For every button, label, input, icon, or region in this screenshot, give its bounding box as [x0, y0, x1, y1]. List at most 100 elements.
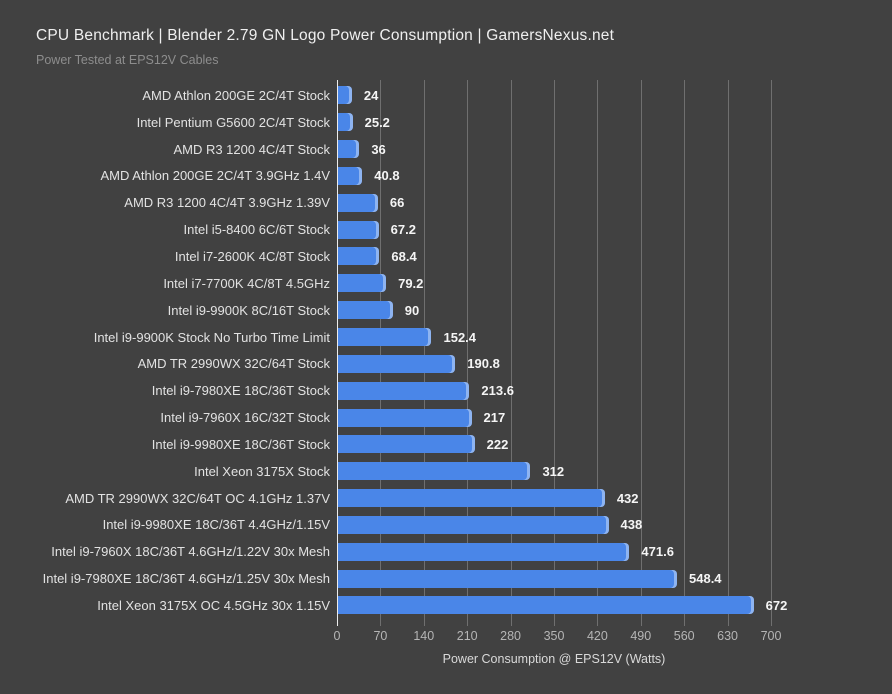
- x-axis-tick: [337, 619, 338, 626]
- bar-row: Intel Xeon 3175X OC 4.5GHz 30x 1.15V 672: [0, 592, 892, 619]
- value-label: 40.8: [374, 168, 400, 184]
- bar-row: Intel i9-7980XE 18C/36T 4.6GHz/1.25V 30x…: [0, 565, 892, 592]
- chart-subtitle: Power Tested at EPS12V Cables: [36, 53, 219, 67]
- x-axis-tick-label: 560: [673, 629, 695, 643]
- category-label: AMD TR 2990WX 32C/64T OC 4.1GHz 1.37V: [65, 490, 330, 506]
- bar: [337, 328, 432, 347]
- gridline: [597, 80, 599, 619]
- category-label: Intel i9-7960X 18C/36T 4.6GHz/1.22V 30x …: [51, 544, 330, 560]
- value-label: 217: [483, 410, 506, 426]
- plot-area: 0 70 140 210 280 350 420 490 560 630 700: [334, 80, 781, 643]
- value-label: 548.4: [689, 571, 722, 587]
- value-label: 152.4: [443, 329, 477, 345]
- x-axis-tick: [727, 619, 729, 626]
- bar-row: Intel i7-7700K 4C/8T 4.5GHz 79.2: [0, 270, 892, 297]
- category-label: AMD R3 1200 4C/4T 3.9GHz 1.39V: [124, 195, 330, 211]
- category-label: Intel i7-2600K 4C/8T Stock: [174, 248, 330, 264]
- bar: [337, 220, 379, 239]
- x-axis-tick: [771, 619, 772, 626]
- x-axis-tick: [380, 619, 382, 626]
- bar-row: AMD TR 2990WX 32C/64T OC 4.1GHz 1.37V 432: [0, 485, 892, 512]
- gridline: [467, 80, 469, 619]
- value-label: 438: [620, 517, 643, 533]
- bar-row: Intel i9-7960X 16C/32T Stock 217: [0, 404, 892, 431]
- value-label: 90: [404, 302, 420, 318]
- chart-title: CPU Benchmark | Blender 2.79 GN Logo Pow…: [36, 27, 615, 44]
- bar-row: Intel i5-8400 6C/6T Stock 67.2: [0, 216, 892, 243]
- bar: [337, 542, 630, 561]
- gridline: [380, 80, 382, 619]
- category-label: Intel i9-9980XE 18C/36T 4.4GHz/1.15V: [102, 517, 330, 533]
- value-label: 24: [363, 87, 379, 103]
- category-label: AMD R3 1200 4C/4T Stock: [173, 141, 330, 157]
- bar: [337, 381, 470, 400]
- x-axis-tick-label: 280: [500, 629, 522, 643]
- bar: [337, 596, 754, 615]
- category-label: AMD TR 2990WX 32C/64T Stock: [137, 356, 330, 372]
- bar-row: Intel i9-9980XE 18C/36T 4.4GHz/1.15V 438: [0, 512, 892, 539]
- bar: [337, 408, 472, 427]
- x-axis-tick-label: 700: [760, 629, 782, 643]
- bar-row: Intel i9-7960X 18C/36T 4.6GHz/1.22V 30x …: [0, 538, 892, 565]
- gridline: [727, 80, 729, 619]
- bar: [337, 247, 380, 266]
- category-label: Intel i7-7700K 4C/8T 4.5GHz: [163, 275, 330, 291]
- value-label: 68.4: [391, 248, 417, 264]
- bar: [337, 515, 609, 534]
- category-label: Intel i9-7960X 16C/32T Stock: [160, 410, 330, 426]
- value-label: 79.2: [398, 275, 424, 291]
- category-label: Intel i9-7980XE 18C/36T 4.6GHz/1.25V 30x…: [42, 571, 330, 587]
- category-label: Intel i5-8400 6C/6T Stock: [183, 222, 330, 238]
- x-axis-tick-label: 420: [586, 629, 608, 643]
- x-axis-tick: [510, 619, 512, 626]
- value-label: 36: [371, 141, 386, 157]
- bar: [337, 86, 352, 105]
- x-axis-tick: [684, 619, 686, 626]
- bar-rows: AMD Athlon 200GE 2C/4T Stock 24 Intel Pent…: [0, 82, 892, 619]
- bar: [337, 435, 475, 454]
- value-label: 213.6: [481, 383, 514, 399]
- bar: [337, 193, 378, 212]
- bar-row: AMD R3 1200 4C/4T Stock 36: [0, 136, 892, 163]
- x-axis-label: Power Consumption @ EPS12V (Watts): [442, 652, 666, 666]
- gridline: [771, 80, 772, 619]
- x-axis-tick: [554, 619, 555, 626]
- bar: [337, 569, 677, 588]
- x-axis-tick-label: 630: [717, 629, 739, 643]
- x-axis-tick-label: 350: [543, 629, 565, 643]
- bar-row: Intel Pentium G5600 2C/4T Stock 25.2: [0, 109, 892, 136]
- value-label: 312: [542, 463, 565, 479]
- gridline: [423, 80, 425, 619]
- bar-row: Intel i9-9900K Stock No Turbo Time Limit…: [0, 324, 892, 351]
- bar: [337, 354, 456, 373]
- value-label: 67.2: [390, 222, 416, 238]
- bar: [337, 113, 353, 132]
- category-label: Intel i9-7980XE 18C/36T Stock: [151, 383, 330, 399]
- x-axis-tick-label: 140: [413, 629, 435, 643]
- x-axis-tick-label: 490: [630, 629, 652, 643]
- gridline: [684, 80, 686, 619]
- bar-row: Intel i7-2600K 4C/8T Stock 68.4: [0, 243, 892, 270]
- bar: [337, 301, 393, 320]
- bar-row: Intel Xeon 3175X Stock 312: [0, 458, 892, 485]
- bar-row: AMD R3 1200 4C/4T 3.9GHz 1.39V 66: [0, 189, 892, 216]
- category-label: Intel Xeon 3175X Stock: [194, 463, 330, 479]
- gridline: [510, 80, 512, 619]
- value-label: 66: [389, 195, 405, 211]
- x-axis-tick: [467, 619, 469, 626]
- bar-row: AMD TR 2990WX 32C/64T Stock 190.8: [0, 350, 892, 377]
- bar-row: Intel i9-9980XE 18C/36T Stock 222: [0, 431, 892, 458]
- bar-row: AMD Athlon 200GE 2C/4T Stock 24: [0, 82, 892, 109]
- bar-row: Intel i9-7980XE 18C/36T Stock 213.6: [0, 377, 892, 404]
- x-axis-tick-label: 210: [456, 629, 478, 643]
- x-axis-tick-label: 0: [333, 629, 341, 643]
- category-label: Intel i9-9980XE 18C/36T Stock: [151, 436, 330, 452]
- category-label: Intel Xeon 3175X OC 4.5GHz 30x 1.15V: [97, 597, 330, 613]
- bar: [337, 489, 605, 508]
- zero-axis-line: [337, 80, 338, 619]
- bar-row: AMD Athlon 200GE 2C/4T 3.9GHz 1.4V 40.8: [0, 163, 892, 190]
- bar: [337, 166, 363, 185]
- x-axis-tick: [423, 619, 425, 626]
- value-label: 222: [486, 436, 509, 452]
- value-label: 432: [616, 490, 639, 506]
